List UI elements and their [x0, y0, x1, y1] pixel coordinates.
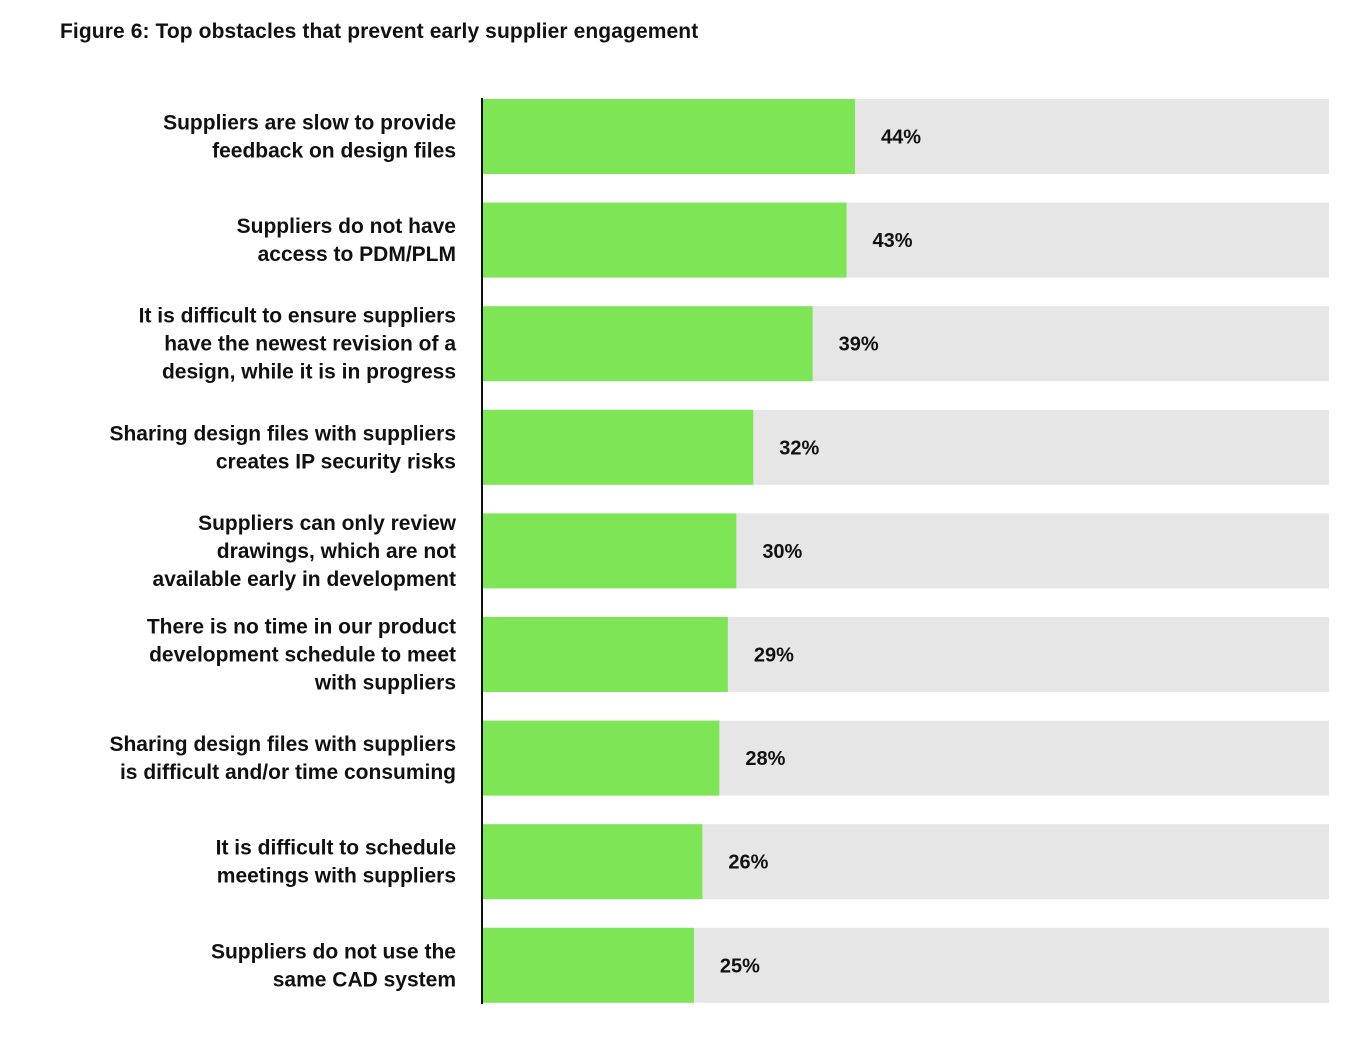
value-labels: 44% 43% 39% 32% 30% 29% 28% 26% 25% — [720, 127, 921, 978]
bar — [482, 617, 728, 692]
bar — [482, 824, 703, 900]
value-label: 29% — [754, 645, 794, 667]
category-labels: Suppliers are slow to provide feedback on… — [109, 112, 456, 992]
category-label: It is difficult to ensure suppliers have … — [139, 305, 457, 384]
value-label: 28% — [745, 748, 785, 770]
chart-title: Figure 6: Top obstacles that prevent ear… — [60, 20, 699, 43]
bar — [482, 720, 720, 796]
category-label: There is no time in our product developme… — [147, 616, 456, 695]
category-label: Suppliers are slow to provide feedback on… — [163, 112, 456, 163]
bar — [482, 202, 847, 278]
value-label: 39% — [839, 334, 879, 356]
bar — [482, 927, 694, 1003]
category-label: Suppliers can only review drawings, which… — [153, 512, 457, 591]
value-label: 26% — [728, 852, 768, 874]
category-label: Sharing design files with suppliers creat… — [109, 422, 456, 473]
bars — [482, 99, 855, 1003]
category-label: Suppliers do not have access to PDM/PLM — [237, 215, 456, 266]
bar — [482, 513, 737, 589]
category-label: It is difficult to schedule meetings with… — [216, 837, 456, 888]
value-label: 43% — [873, 230, 913, 252]
category-label: Sharing design files with suppliers is di… — [109, 733, 456, 784]
value-label: 44% — [881, 127, 921, 149]
category-label: Suppliers do not use the same CAD system — [211, 940, 456, 991]
bar — [482, 306, 813, 382]
value-label: 30% — [762, 541, 802, 563]
value-label: 32% — [779, 437, 819, 459]
bar — [482, 99, 855, 174]
bar — [482, 409, 754, 485]
value-label: 25% — [720, 955, 760, 977]
